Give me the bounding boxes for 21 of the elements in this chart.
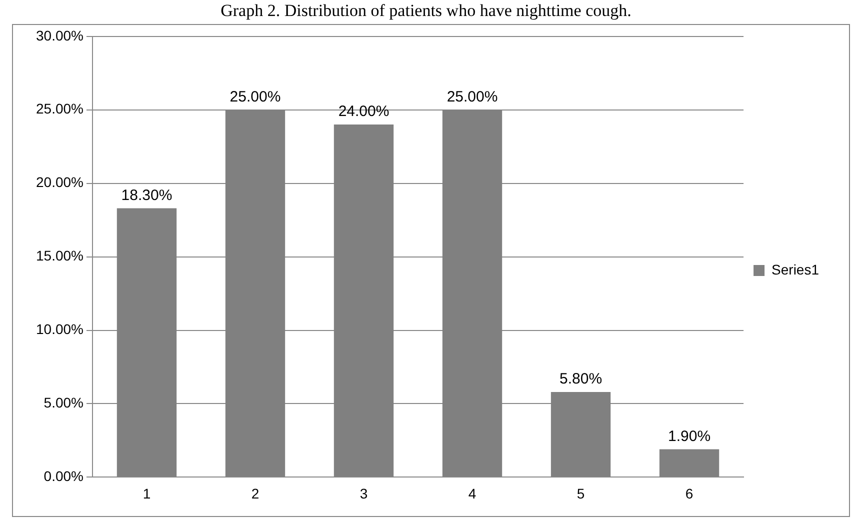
data-label: 24.00% (338, 103, 390, 120)
y-tick-label: 15.00% (36, 248, 84, 264)
y-tick-label: 10.00% (36, 321, 84, 338)
y-tick-label: 30.00% (36, 27, 84, 44)
data-label: 25.00% (230, 88, 281, 106)
x-tick-label: 5 (576, 485, 585, 502)
chart-title: Graph 2. Distribution of patients who have nighttime cough. (220, 0, 632, 22)
x-tick-label: 4 (468, 485, 476, 502)
y-tick-label: 25.00% (36, 100, 84, 117)
y-tick-label: 5.00% (44, 394, 84, 411)
y-tick-label: 20.00% (36, 174, 84, 190)
data-label: 1.90% (668, 428, 711, 445)
x-tick-label: 6 (685, 485, 694, 502)
data-label: 25.00% (446, 88, 498, 106)
x-tick-label: 2 (251, 485, 260, 502)
data-label: 5.80% (559, 370, 602, 388)
y-tick-label: 0.00% (44, 468, 84, 484)
x-tick-label: 3 (360, 485, 368, 502)
data-label: 18.30% (121, 186, 172, 204)
x-tick-label: 1 (142, 485, 151, 502)
legend-label: Series1 (772, 261, 820, 278)
